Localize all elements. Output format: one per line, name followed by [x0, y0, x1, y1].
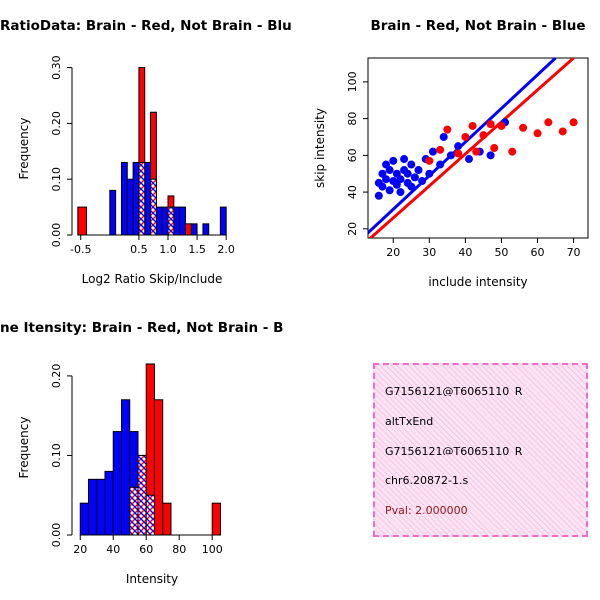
- info-box: G7156121@T6065110_R altTxEnd G7156121@T6…: [373, 363, 588, 537]
- y-axis-label: Frequency: [17, 118, 31, 180]
- x-axis-label: Intensity: [126, 572, 178, 586]
- chart-title: ne Itensity: Brain - Red, Not Brain - B: [0, 320, 283, 336]
- svg-text:60: 60: [139, 543, 153, 556]
- chart-title: Brain - Red, Not Brain - Blue: [370, 18, 585, 34]
- svg-text:0.10: 0.10: [50, 167, 63, 192]
- svg-text:60: 60: [531, 246, 545, 259]
- info-line-probe-1: G7156121@T6065110_R: [385, 385, 523, 396]
- axes: [363, 81, 575, 243]
- svg-text:50: 50: [494, 246, 508, 259]
- quadrant-ratio-histogram: RatioData: Brain - Red, Not Brain - Blu -…: [0, 0, 300, 300]
- y-axis-label: skip intensity: [313, 108, 327, 188]
- quadrant-info: G7156121@T6065110_R altTxEnd G7156121@T6…: [300, 300, 600, 600]
- svg-text:-0.5: -0.5: [70, 243, 91, 256]
- svg-text:40: 40: [106, 543, 120, 556]
- x-axis-label: Log2 Ratio Skip/Include: [82, 272, 223, 286]
- svg-text:60: 60: [346, 148, 359, 162]
- svg-text:30: 30: [422, 246, 436, 259]
- x-axis-label: include intensity: [428, 275, 527, 289]
- svg-text:0.20: 0.20: [50, 111, 63, 136]
- info-line-location: chr6.20872-1.s: [385, 474, 469, 486]
- svg-text:100: 100: [346, 71, 359, 92]
- svg-text:100: 100: [202, 543, 223, 556]
- svg-text:20: 20: [73, 543, 87, 556]
- tick-labels: 20 30 40 50 60 70 20 40 60 80 100: [346, 71, 581, 259]
- info-line-pval: Pval: 2.000000: [385, 504, 468, 515]
- y-axis-label: Frequency: [17, 417, 31, 479]
- chart-title: RatioData: Brain - Red, Not Brain - Blu: [0, 18, 292, 34]
- tick-labels: -0.5 0.5 1.0 1.5 2.0 0.00 0.10 0.20 0.30: [50, 55, 235, 256]
- intensity-scatter-chart: Brain - Red, Not Brain - Blue 20 30 40 50 60 7…: [313, 18, 589, 289]
- points-blue: [374, 118, 510, 200]
- axes: [67, 67, 227, 240]
- plot-box: [367, 57, 589, 239]
- axes: [67, 375, 213, 540]
- svg-text:0.20: 0.20: [50, 364, 63, 389]
- svg-text:2.0: 2.0: [217, 243, 235, 256]
- info-line-event-type: altTxEnd: [385, 414, 434, 426]
- ratio-histogram-chart: RatioData: Brain - Red, Not Brain - Blu -…: [0, 18, 292, 286]
- svg-text:80: 80: [346, 112, 359, 126]
- svg-text:40: 40: [346, 185, 359, 199]
- points-red: [425, 118, 578, 165]
- svg-text:40: 40: [458, 246, 472, 259]
- svg-text:0.00: 0.00: [50, 523, 63, 548]
- svg-text:1.0: 1.0: [159, 243, 177, 256]
- svg-text:20: 20: [386, 246, 400, 259]
- quadrant-intensity-histogram: ne Itensity: Brain - Red, Not Brain - B 2…: [0, 300, 300, 600]
- svg-text:0.10: 0.10: [50, 443, 63, 468]
- svg-text:1.5: 1.5: [188, 243, 206, 256]
- svg-text:0.30: 0.30: [50, 55, 63, 80]
- svg-text:20: 20: [346, 222, 359, 236]
- svg-text:0.5: 0.5: [130, 243, 148, 256]
- intensity-histogram-chart: ne Itensity: Brain - Red, Not Brain - B 2…: [0, 320, 283, 586]
- svg-text:0.00: 0.00: [50, 223, 63, 248]
- svg-text:80: 80: [172, 543, 186, 556]
- info-line-probe-2: G7156121@T6065110_R: [385, 444, 523, 456]
- quadrant-intensity-scatter: Brain - Red, Not Brain - Blue 20 30 40 50 60 7…: [300, 0, 600, 300]
- svg-text:70: 70: [567, 246, 581, 259]
- tick-labels: 20 40 60 80 100 0.00 0.10 0.20: [50, 364, 223, 556]
- fit-line-red: [368, 58, 575, 238]
